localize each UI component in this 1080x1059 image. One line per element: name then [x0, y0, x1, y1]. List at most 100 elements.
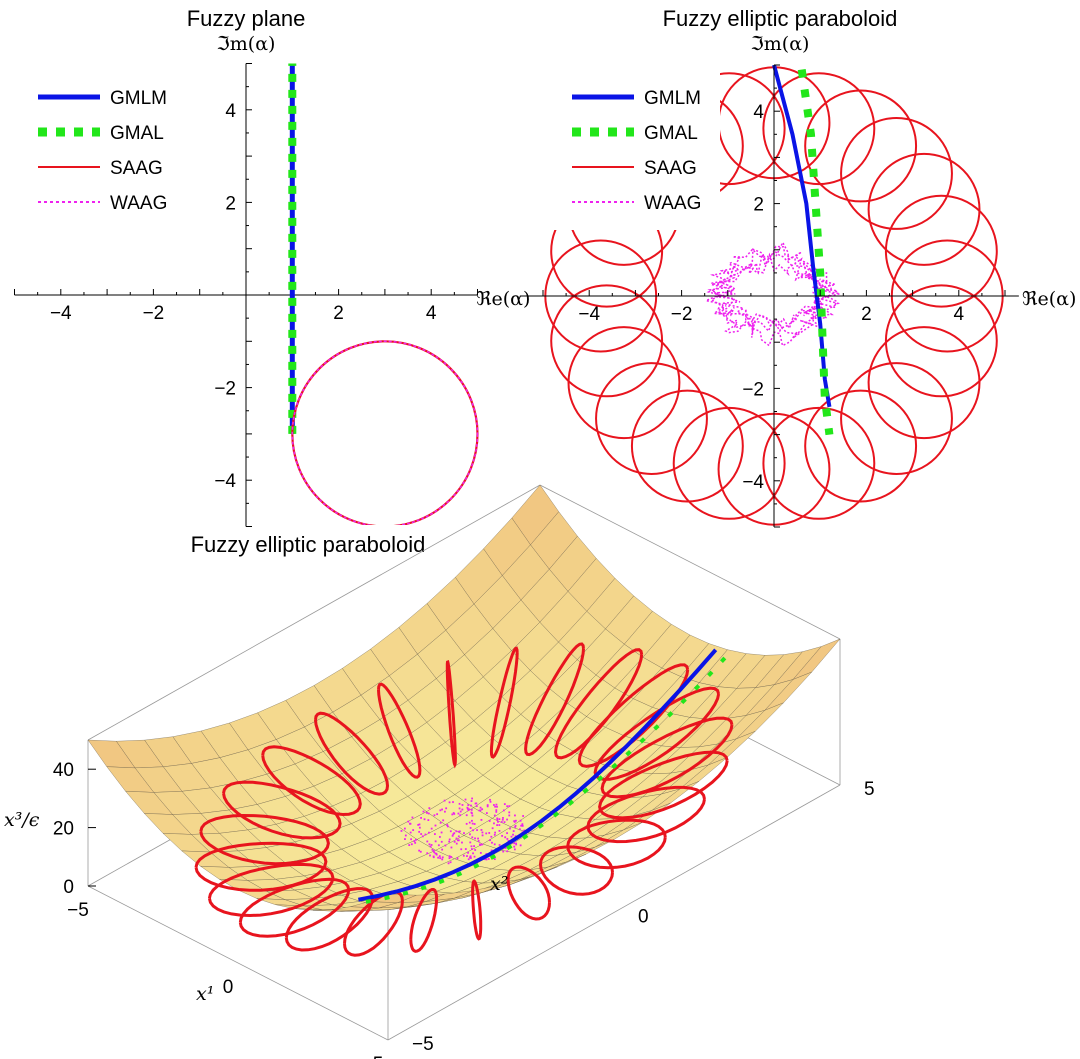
- waag-point: [431, 848, 434, 851]
- waag-point: [421, 835, 424, 838]
- waag-point: [455, 842, 458, 845]
- waag-point: [435, 853, 438, 856]
- waag-point: [442, 819, 445, 822]
- waag-point: [456, 839, 459, 842]
- panel2-axes: −4 −2 2 4 −4 −2 2 4: [519, 64, 1019, 528]
- waag-point: [501, 818, 504, 821]
- waag-point: [469, 833, 471, 836]
- waag-point: [486, 805, 489, 808]
- box-edge: [539, 484, 841, 640]
- waag-point: [452, 833, 455, 836]
- waag-point: [449, 830, 452, 833]
- waag-point: [509, 827, 511, 830]
- waag-point: [494, 831, 496, 834]
- waag-point: [488, 820, 491, 822]
- waag-point: [470, 845, 473, 848]
- waag-point: [474, 837, 476, 840]
- waag-point: [512, 830, 515, 832]
- waag-point: [512, 833, 514, 836]
- waag-point: [441, 848, 444, 851]
- waag-point: [510, 835, 513, 838]
- waag-point: [411, 816, 414, 819]
- waag-point: [471, 836, 474, 839]
- panel2-title: Fuzzy elliptic paraboloid: [663, 6, 898, 31]
- waag-point: [467, 809, 470, 812]
- waag-point: [521, 823, 524, 826]
- waag-point: [410, 838, 413, 841]
- waag-point: [466, 807, 469, 810]
- waag-point: [445, 807, 448, 810]
- waag-point: [498, 844, 501, 846]
- waag-point: [433, 833, 436, 835]
- waag-point: [441, 808, 443, 811]
- box-edge: [87, 484, 541, 741]
- waag-point: [403, 827, 406, 830]
- waag-point: [410, 843, 413, 846]
- waag-point: [513, 842, 516, 845]
- saag-circle: [884, 194, 998, 308]
- waag-point: [427, 812, 430, 815]
- waag-point: [506, 850, 509, 853]
- waag-point: [453, 840, 456, 843]
- x-tick-label: 4: [954, 304, 965, 325]
- waag-point: [515, 842, 518, 845]
- waag-point: [468, 808, 471, 811]
- waag-point: [471, 814, 474, 817]
- series-gmlm: [358, 648, 718, 902]
- waag-point: [434, 824, 437, 827]
- waag-point: [493, 814, 496, 817]
- x1-axis-label: x¹: [196, 983, 214, 1005]
- legend-label-gmal: GMAL: [644, 123, 698, 144]
- waag-point: [462, 854, 465, 857]
- waag-point: [440, 840, 443, 843]
- waag-point: [441, 858, 444, 861]
- waag-point: [490, 849, 493, 852]
- waag-point: [465, 814, 468, 817]
- waag-point: [481, 808, 484, 811]
- waag-point: [409, 831, 412, 834]
- waag-point: [450, 846, 453, 849]
- waag-point: [446, 824, 449, 826]
- waag-point: [477, 840, 480, 842]
- panel3-title: Fuzzy elliptic paraboloid: [191, 532, 426, 557]
- saag-circle: [593, 686, 721, 781]
- waag-point: [467, 851, 469, 854]
- waag-point: [491, 827, 494, 830]
- waag-point: [506, 818, 508, 821]
- waag-point: [452, 812, 455, 814]
- waag-point: [490, 835, 493, 838]
- waag-point: [474, 849, 477, 851]
- saag-circle: [506, 865, 551, 921]
- waag-point: [439, 809, 442, 812]
- waag-point: [439, 821, 442, 824]
- saag-circle: [553, 648, 644, 760]
- legend-label-gmlm: GMLM: [110, 88, 167, 109]
- waag-point: [481, 843, 484, 846]
- waag-point: [479, 809, 482, 812]
- saag-circle: [840, 362, 953, 475]
- waag-point: [457, 812, 460, 815]
- panel1-title: Fuzzy plane: [187, 6, 306, 31]
- waag-point: [417, 824, 420, 826]
- saag-circle: [343, 890, 404, 957]
- waag-point: [455, 837, 458, 840]
- waag-point: [426, 852, 429, 855]
- waag-point: [506, 832, 508, 835]
- waag-point: [485, 812, 488, 814]
- saag-circle: [550, 284, 664, 398]
- x-tick-label: 2: [861, 304, 872, 325]
- waag-point: [466, 806, 469, 809]
- waag-point: [520, 824, 523, 827]
- waag-point: [452, 801, 454, 803]
- legend-label-gmal: GMAL: [110, 123, 164, 144]
- saag-circle: [762, 72, 876, 186]
- waag-point: [459, 814, 462, 817]
- waag-point: [500, 821, 503, 823]
- waag-point: [473, 823, 476, 825]
- waag-point: [433, 851, 436, 854]
- waag-point: [467, 858, 470, 861]
- waag-point: [491, 841, 493, 844]
- waag-point: [464, 798, 467, 801]
- waag-point: [486, 804, 489, 807]
- waag-point: [489, 798, 491, 801]
